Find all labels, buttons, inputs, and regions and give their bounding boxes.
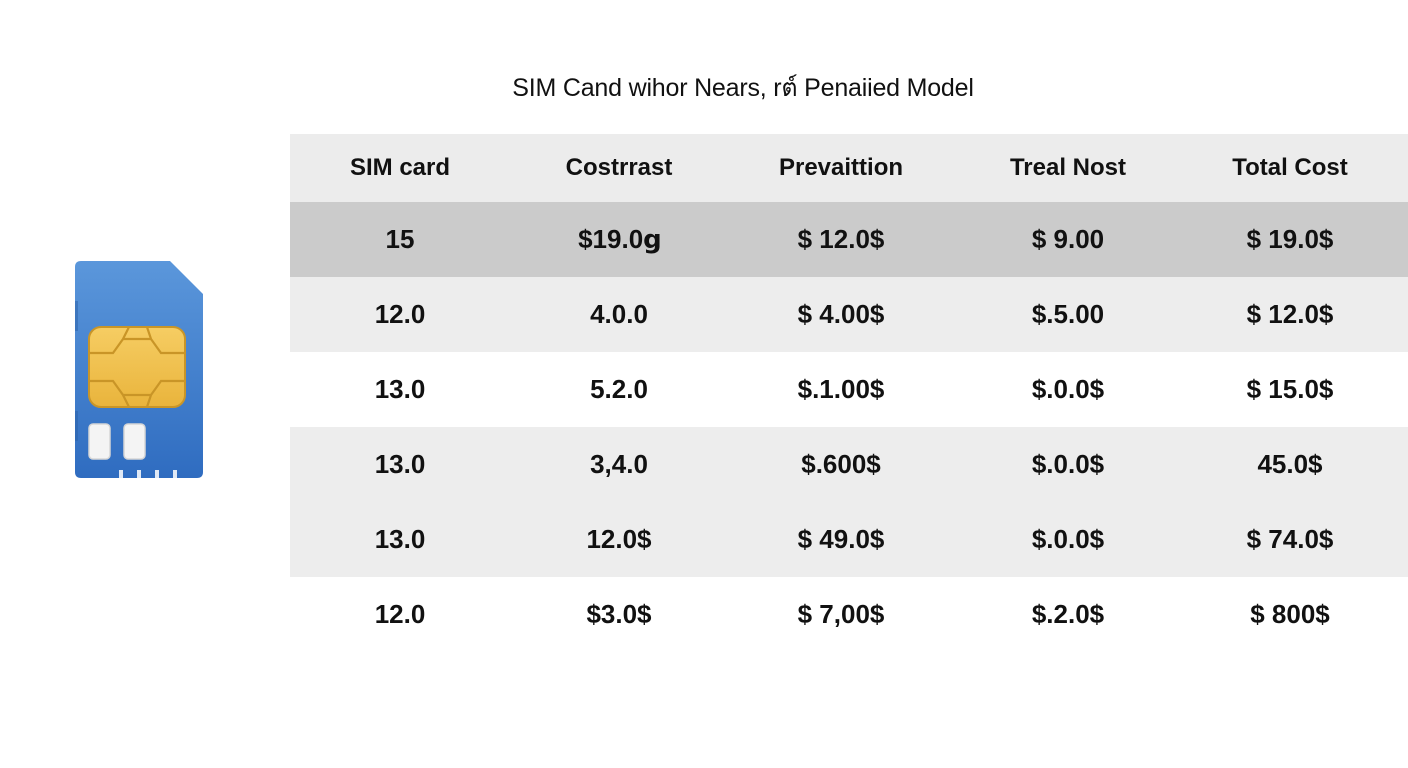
- table-cell: 12.0: [374, 599, 426, 629]
- table-cell: $ 12.0$: [1246, 299, 1334, 329]
- table-cell: 4.0.0: [590, 299, 648, 329]
- table-cell: 13.0: [374, 524, 426, 554]
- table-cell: $.2.0$: [1031, 599, 1105, 629]
- table-cell: $3.0$: [586, 599, 652, 629]
- table-cell: $ 7,00$: [797, 599, 885, 629]
- cost-table: SIM card Costrrast Prevaittion Treal Nos…: [290, 134, 1408, 652]
- table-cell: $ 19.0$: [1246, 224, 1334, 254]
- column-header-costrrast: Costrrast: [565, 154, 673, 181]
- table-cell: $.0.0$: [1031, 374, 1105, 404]
- table-cell: $.1.00$: [797, 374, 885, 404]
- table-cell: $ 74.0$: [1246, 524, 1334, 554]
- table-cell: $19.0ց: [578, 224, 660, 254]
- table-cell: $ 9.00: [1031, 224, 1105, 254]
- table-cell: 15: [385, 224, 415, 254]
- table-row: 13.0 5.2.0 $.1.00$ $.0.0$ $ 15.0$: [290, 352, 1408, 427]
- table-row: 13.0 12.0$ $ 49.0$ $.0.0$ $ 74.0$: [290, 502, 1408, 577]
- column-header-total-cost: Total Cost: [1232, 154, 1348, 181]
- table-cell: $ 4.00$: [797, 299, 885, 329]
- table-row: 12.0 4.0.0 $ 4.00$ $.5.00 $ 12.0$: [290, 277, 1408, 352]
- table-cell: $ 49.0$: [797, 524, 885, 554]
- column-header-treal-nost: Treal Nost: [1009, 154, 1127, 181]
- chart-title: SIM Cand wihor Nears, rต์ Penaiied Model: [512, 74, 974, 102]
- table-cell: $.0.0$: [1031, 524, 1105, 554]
- table-row: 12.0 $3.0$ $ 7,00$ $.2.0$ $ 800$: [290, 577, 1408, 652]
- table-cell: $.5.00: [1031, 299, 1105, 329]
- table-cell: $ 800$: [1250, 599, 1330, 629]
- table-row: 15 $19.0ց $ 12.0$ $ 9.00 $ 19.0$: [290, 202, 1408, 277]
- table-row: 13.0 3,4.0 $.600$ $.0.0$ 45.0$: [290, 427, 1408, 502]
- column-header-sim-card: SIM card: [349, 154, 451, 181]
- table-cell: $.0.0$: [1031, 449, 1105, 479]
- table-cell: 5.2.0: [590, 374, 648, 404]
- table-cell: 12.0$: [586, 524, 652, 554]
- sim-card-icon: [75, 261, 203, 478]
- table-cell: 45.0$: [1257, 449, 1323, 479]
- table-cell: 12.0: [374, 299, 426, 329]
- table-cell: $.600$: [801, 449, 881, 479]
- table-cell: 13.0: [374, 374, 426, 404]
- table-cell: $ 15.0$: [1246, 374, 1334, 404]
- table-cell: $ 12.0$: [797, 224, 885, 254]
- table-cell: 3,4.0: [590, 449, 648, 479]
- table-header-row: SIM card Costrrast Prevaittion Treal Nos…: [290, 134, 1408, 202]
- table-cell: 13.0: [374, 449, 426, 479]
- column-header-prevaittion: Prevaittion: [778, 154, 904, 181]
